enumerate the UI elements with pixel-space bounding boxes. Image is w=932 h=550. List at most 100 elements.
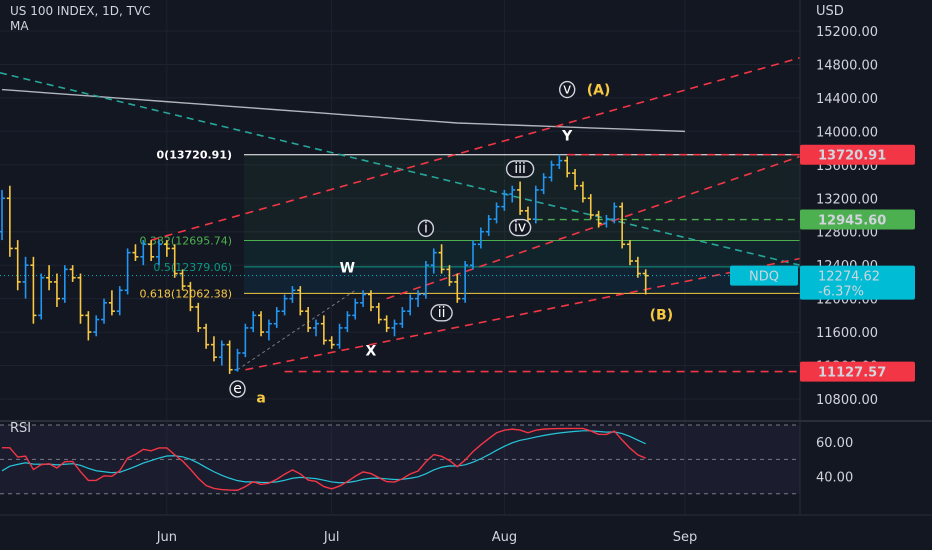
ohlc-bar — [171, 244, 178, 278]
ohlc-bar — [548, 160, 555, 182]
ohlc-bar — [305, 307, 312, 333]
chart-symbol-title[interactable]: US 100 INDEX, 1D, TVC — [10, 4, 151, 18]
ma-indicator-label[interactable]: MA — [10, 19, 29, 33]
ohlc-bar — [391, 319, 398, 337]
last-price-tag-box — [800, 265, 915, 300]
ohlc-bar — [250, 311, 257, 333]
rsi-pane: RSI 60.00 40.00 — [0, 420, 932, 495]
price-grid — [0, 0, 800, 515]
price-tag-value: 12945.60 — [818, 214, 886, 229]
ohlc-bar — [634, 256, 641, 278]
fib-level-label: 0.5(12379.06) — [153, 261, 232, 274]
ohlc-bar — [611, 202, 618, 224]
ohlc-bar — [93, 315, 100, 337]
moving-average-line — [1, 88, 685, 133]
ohlc-bar — [53, 273, 60, 307]
wave-label: Y — [561, 129, 573, 145]
symbol-tag-label: NDQ — [749, 270, 779, 285]
price-tags: 13720.91 12945.60 11127.57 NDQ 12274.62-6.37… — [730, 144, 915, 382]
ohlc-bar — [273, 307, 280, 328]
ohlc-bar — [328, 336, 335, 349]
ohlc-bar — [446, 265, 453, 287]
wave-label: iii — [514, 161, 526, 177]
red-channel-lower — [245, 257, 801, 371]
last-price-value: 12274.62 — [818, 270, 880, 285]
ohlc-bar — [579, 181, 586, 203]
ohlc-bar — [61, 265, 68, 303]
wave-label: i — [424, 220, 428, 236]
ohlc-bar — [195, 302, 202, 333]
ohlc-bar — [289, 286, 296, 303]
red-channel-middle — [386, 155, 801, 300]
rsi-line — [1, 427, 646, 491]
ohlc-bar — [69, 265, 76, 282]
ohlc-bar — [540, 173, 547, 195]
ohlc-bar — [485, 215, 492, 236]
currency-label: USD — [816, 4, 844, 19]
price-tick-label: 10800.00 — [816, 393, 878, 408]
price-tick-label: 11600.00 — [816, 326, 878, 341]
fib-level-label: 0(13720.91) — [157, 149, 232, 162]
ohlc-bar — [430, 248, 437, 274]
ohlc-bar — [116, 286, 123, 316]
wave-label: X — [366, 343, 377, 359]
ohlc-bar — [360, 290, 367, 307]
ohlc-bar — [399, 307, 406, 328]
price-tag-box — [800, 144, 915, 165]
ohlc-bar — [218, 340, 225, 366]
ohlc-bar — [46, 265, 53, 291]
ohlc-bar — [14, 240, 21, 291]
fib-level-label: 0.618(12062.38) — [139, 287, 232, 300]
ohlc-bar — [38, 273, 45, 320]
price-tag-value: 13720.91 — [818, 149, 886, 164]
ohlc-bar — [642, 269, 649, 295]
wave-circle — [505, 160, 535, 178]
wave-label: ii — [438, 305, 446, 321]
fib-zone-mid — [244, 240, 800, 267]
wave-label: W — [340, 261, 355, 277]
ohlc-bar — [415, 290, 422, 307]
ohlc-bar — [258, 311, 265, 337]
candlesticks[interactable] — [0, 154, 649, 374]
ohlc-bar — [124, 248, 131, 295]
wave-label: v — [563, 82, 571, 98]
ohlc-bar — [163, 240, 170, 257]
ohlc-bar — [320, 315, 327, 345]
rsi-tick-label: 60.00 — [816, 436, 853, 451]
ohlc-bar — [234, 348, 241, 372]
ohlc-bar — [140, 240, 147, 266]
ohlc-bar — [501, 189, 508, 211]
wave-circle — [417, 219, 435, 238]
teal-dashed-trendline — [0, 72, 801, 266]
ohlc-bar — [22, 256, 29, 299]
ohlc-bar — [226, 340, 233, 374]
ohlc-bar — [595, 210, 602, 228]
price-tag-box — [800, 361, 915, 382]
ohlc-bar — [210, 336, 217, 362]
price-tag-box — [800, 209, 915, 230]
wave-circle — [559, 80, 576, 99]
price-tick-label: 14400.00 — [816, 92, 878, 107]
time-axis[interactable]: Jun Jul Aug Sep — [0, 514, 932, 545]
fib-level-label: 0.382(12695.74) — [139, 234, 232, 247]
red-channel-upper — [150, 56, 801, 241]
time-tick-label: Aug — [492, 530, 517, 545]
wave-label: a — [256, 390, 265, 406]
rsi-signal-line — [1, 430, 646, 484]
ohlc-bar — [203, 323, 210, 349]
ohlc-bar — [572, 169, 579, 190]
ohlc-bar — [532, 185, 539, 224]
ohlc-bar — [619, 202, 626, 249]
ohlc-bar — [297, 286, 304, 316]
time-tick-label: Jul — [323, 530, 340, 545]
ohlc-bar — [493, 202, 500, 224]
ohlc-bar — [352, 298, 359, 320]
ohlc-bar — [108, 290, 115, 316]
time-tick-label: Jun — [156, 530, 177, 545]
ohlc-bar — [344, 311, 351, 333]
ohlc-bar — [524, 206, 531, 224]
wave-label: (A) — [587, 83, 611, 99]
trendlines — [0, 56, 801, 373]
